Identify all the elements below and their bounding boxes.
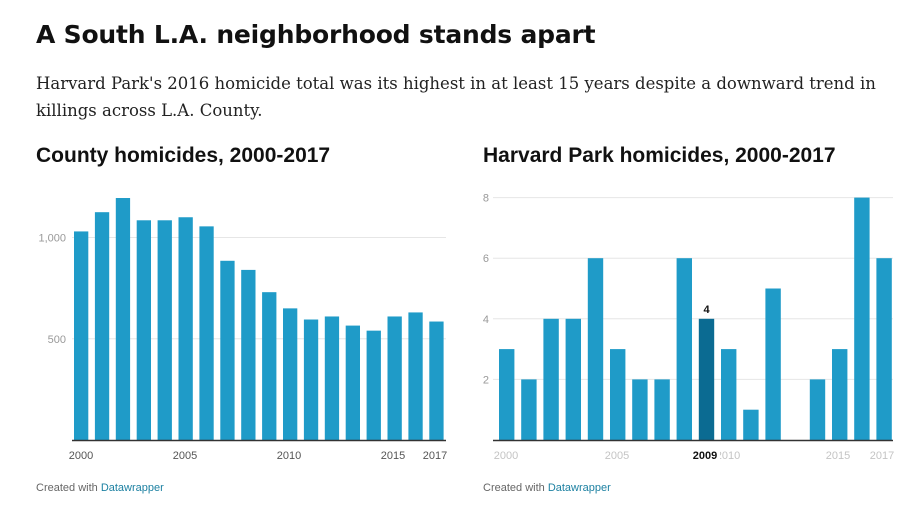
harvard-park-chart-credit: Created with Datawrapper	[483, 482, 611, 494]
harvard-park-bar	[610, 349, 626, 440]
county-bar	[303, 319, 319, 440]
harvard-park-bar	[743, 409, 759, 440]
county-bar	[199, 226, 214, 440]
harvard-park-bar	[809, 379, 826, 440]
harvard-park-x-tick-label: 2005	[605, 450, 629, 462]
harvard-park-x-tick-label: 2000	[494, 450, 518, 462]
county-chart-credit: Created with Datawrapper	[36, 482, 164, 494]
county-bar	[157, 220, 172, 440]
county-bar	[115, 198, 131, 440]
harvard-park-bar	[587, 258, 604, 440]
harvard-park-x-tick-label: 2015	[826, 450, 850, 462]
harvard-park-y-tick-label: 8	[483, 193, 489, 205]
harvard-park-chart-title: Harvard Park homicides, 2000-2017	[483, 144, 836, 167]
county-bar	[94, 212, 110, 440]
county-bar	[136, 220, 151, 440]
harvard-park-x-tick-label: 2010	[716, 450, 740, 462]
county-bar	[366, 330, 381, 440]
credit-prefix: Created with	[483, 482, 548, 494]
county-bar	[262, 292, 277, 440]
county-x-tick-label: 2010	[277, 450, 301, 462]
county-x-tick-label: 2015	[381, 450, 405, 462]
county-x-tick-label: 2017	[423, 450, 447, 462]
harvard-park-y-tick-label: 6	[483, 253, 489, 265]
county-x-tick-label: 2005	[173, 450, 197, 462]
harvard-park-bar	[676, 258, 692, 440]
harvard-park-bar	[565, 318, 581, 440]
harvard-park-x-tick-mask	[690, 446, 720, 462]
county-bar	[283, 308, 298, 440]
harvard-park-bar-highlight	[698, 318, 715, 440]
county-bar	[345, 325, 360, 440]
harvard-park-data-label: 4	[703, 304, 710, 316]
harvard-park-bar	[765, 288, 781, 440]
harvard-park-bar	[854, 197, 870, 440]
harvard-park-bar	[543, 318, 559, 440]
credit-prefix: Created with	[36, 482, 101, 494]
harvard-park-y-tick-label: 2	[483, 374, 489, 386]
harvard-park-bar	[654, 379, 670, 440]
county-bar	[74, 231, 89, 440]
harvard-park-bar	[721, 349, 737, 440]
county-bar	[387, 316, 402, 440]
county-bar	[324, 316, 340, 440]
page-subtitle: Harvard Park's 2016 homicide total was i…	[36, 74, 876, 120]
county-bar	[408, 312, 423, 440]
datawrapper-link[interactable]: Datawrapper	[100, 482, 164, 494]
county-bar	[220, 260, 235, 440]
harvard-park-bar	[499, 349, 515, 440]
harvard-park-bar	[876, 258, 892, 440]
harvard-park-x-tick-label: 2017	[870, 450, 894, 462]
harvard-park-bar	[632, 379, 648, 440]
harvard-park-bar	[521, 379, 537, 440]
page-title: A South L.A. neighborhood stands apart	[36, 20, 596, 49]
harvard-park-x-tick-label: 2009	[693, 450, 717, 462]
county-bar	[178, 217, 193, 440]
county-bar	[241, 269, 256, 440]
county-bar	[429, 321, 444, 440]
county-chart-title: County homicides, 2000-2017	[36, 144, 331, 167]
county-y-tick-label: 500	[48, 334, 66, 346]
datawrapper-link[interactable]: Datawrapper	[547, 482, 611, 494]
county-x-tick-label: 2000	[69, 450, 93, 462]
county-y-tick-label: 1,000	[38, 233, 66, 245]
harvard-park-y-tick-label: 4	[483, 314, 489, 326]
harvard-park-bar	[832, 349, 848, 440]
